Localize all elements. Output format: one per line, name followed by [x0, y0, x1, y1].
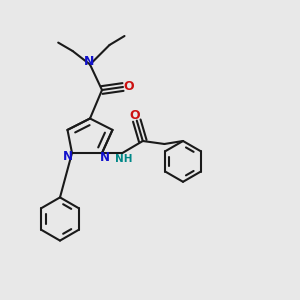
- Text: O: O: [130, 109, 140, 122]
- Text: N: N: [84, 55, 94, 68]
- Text: N: N: [63, 150, 73, 163]
- Text: O: O: [124, 80, 134, 93]
- Text: N: N: [100, 151, 110, 164]
- Text: NH: NH: [115, 154, 132, 164]
